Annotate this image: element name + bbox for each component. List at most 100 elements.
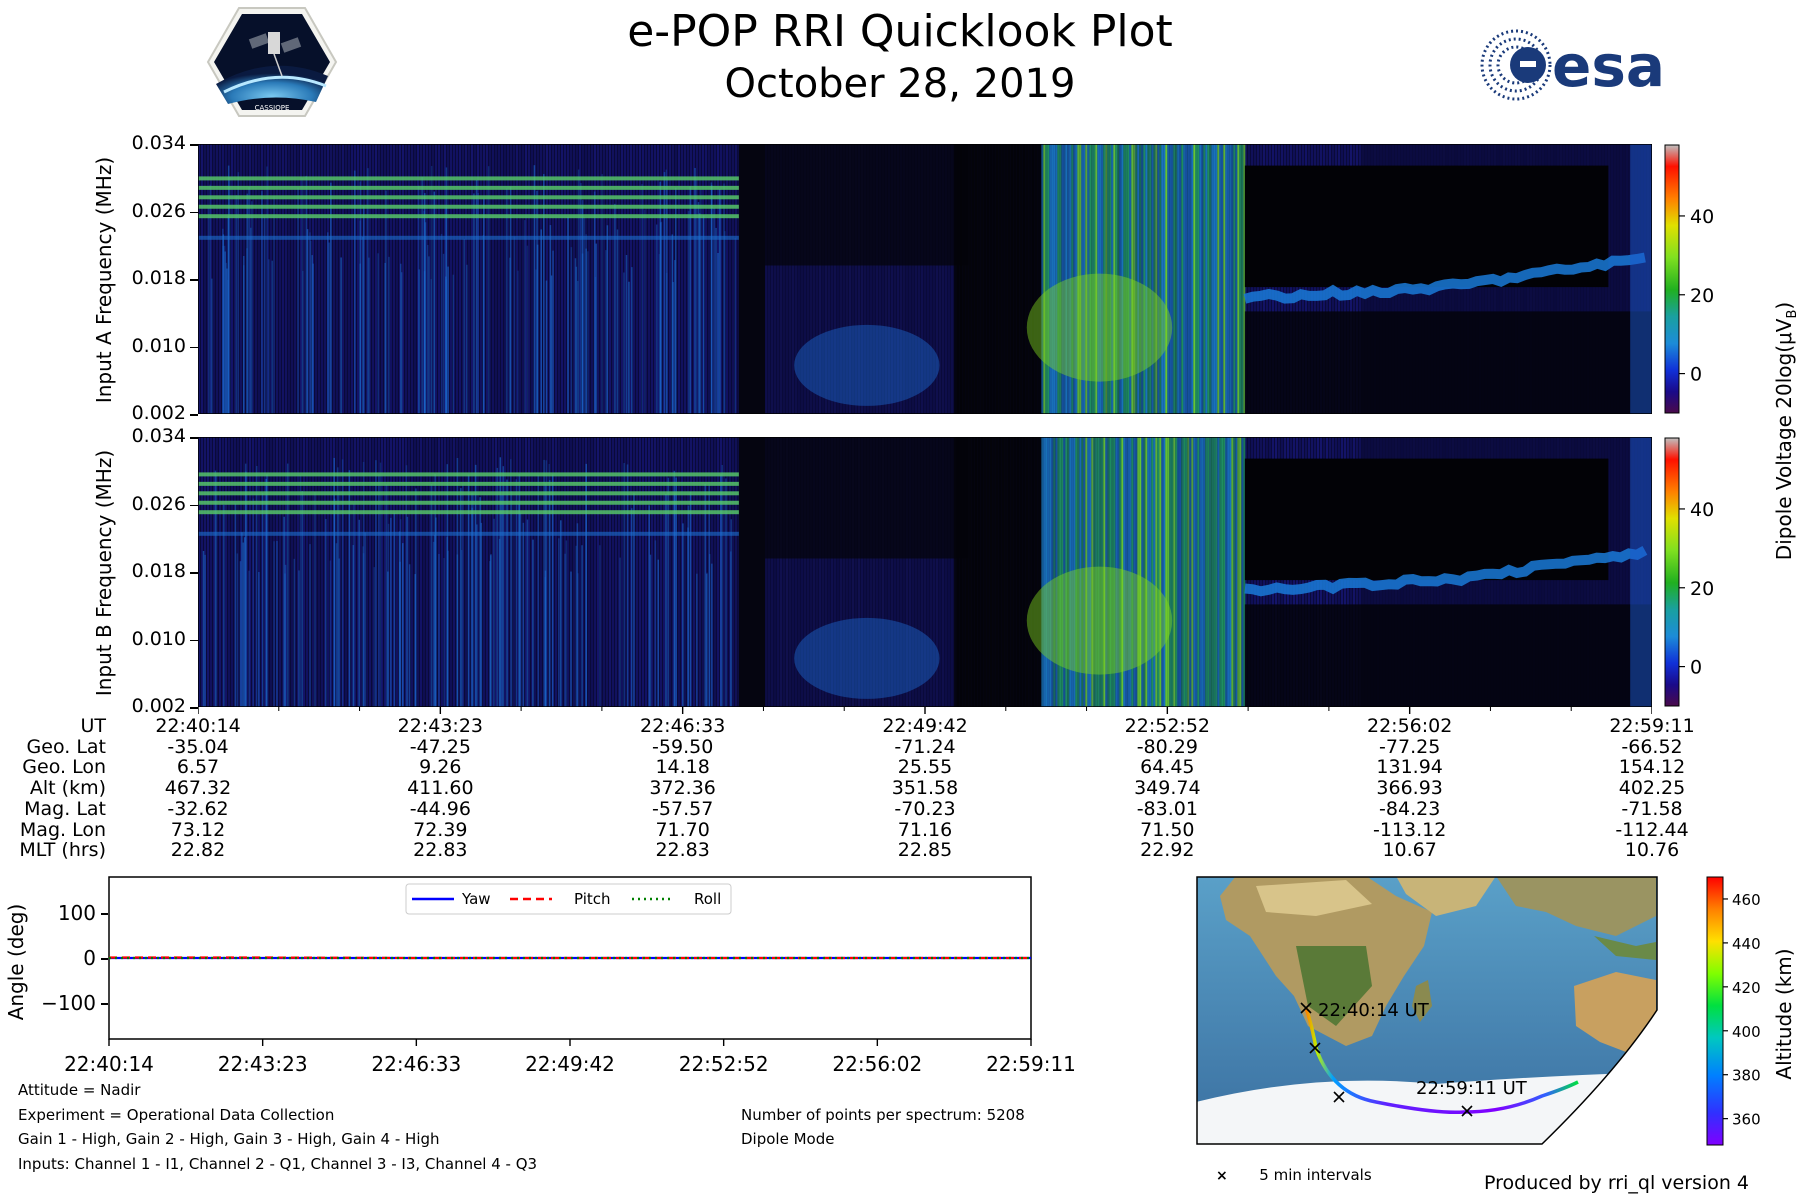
- attitude-ytick-label: 100: [57, 901, 96, 925]
- ephemeris-cell: 402.25: [1618, 777, 1686, 800]
- orbit-end-label: 22:59:11 UT: [1416, 1078, 1528, 1099]
- altitude-tick-label: 380: [1732, 1067, 1761, 1085]
- ephemeris-cell: 10.67: [1382, 839, 1437, 862]
- ephemeris-cell: 71.16: [897, 818, 953, 841]
- colorbar-tick-label: 40: [1690, 206, 1714, 228]
- colorbar-label: Dipole Voltage 20log(μVB): [1772, 301, 1800, 561]
- altitude-tick-label: 360: [1732, 1111, 1761, 1129]
- cassiope-logo: CASSIOPE: [206, 7, 338, 117]
- ephemeris-cell: 22.85: [897, 839, 953, 862]
- ephemeris-cell: -71.58: [1621, 797, 1683, 820]
- ephemeris-cell: -84.23: [1379, 797, 1441, 820]
- ephemeris-cell: 22:49:42: [882, 715, 968, 737]
- map-land-australia: [1574, 972, 1656, 1052]
- spectrogram-b: [198, 437, 1652, 707]
- attitude-xtick-label: 22:56:02: [832, 1052, 923, 1076]
- legend-roll-label: Roll: [694, 890, 721, 908]
- ephemeris-cell: 71.50: [1140, 818, 1195, 841]
- ephemeris-cell: 22:40:14: [155, 715, 241, 737]
- ephemeris-cell: 351.58: [891, 777, 959, 800]
- ephemeris-cell: -59.50: [652, 735, 714, 758]
- ytick-label: 0.002: [131, 402, 186, 424]
- ephemeris-row-label: Alt (km): [29, 777, 106, 800]
- ephemeris-cell: -83.01: [1136, 797, 1198, 820]
- attitude-legend: Yaw Pitch Roll: [405, 883, 732, 915]
- ephemeris-cell: -113.12: [1372, 818, 1447, 841]
- ytick-label: 0.026: [131, 199, 186, 222]
- ephemeris-cell: 372.36: [649, 777, 716, 800]
- legend-yaw-label: Yaw: [461, 890, 491, 908]
- ephemeris-cell: 73.12: [170, 818, 226, 841]
- ytick-label: 0.026: [131, 492, 186, 515]
- x-marker-icon: ×: [1216, 1168, 1228, 1184]
- marker-legend-label: 5 min intervals: [1259, 1166, 1372, 1184]
- marker-legend: × 5 min intervals: [1216, 1166, 1372, 1184]
- attitude-plot: Yaw Pitch Roll: [108, 876, 1032, 1046]
- colorbar-tick-label: 0: [1690, 657, 1702, 679]
- ytick-label: 0.010: [131, 334, 186, 357]
- ephemeris-cell: -70.23: [894, 797, 956, 820]
- ephemeris-cell: 22:43:23: [397, 715, 483, 737]
- attitude-xtick-label: 22:49:42: [525, 1052, 615, 1076]
- altitude-tick-label: 400: [1732, 1023, 1761, 1041]
- ephemeris-cell: -71.24: [894, 735, 956, 758]
- ytick-mark: [190, 504, 198, 506]
- ytick-mark: [190, 639, 198, 641]
- spectrogram-xticks: [198, 707, 1652, 714]
- ephemeris-cell: -47.25: [409, 735, 471, 758]
- ephemeris-cell: 349.74: [1134, 777, 1201, 800]
- ephemeris-cell: 71.70: [655, 818, 710, 841]
- orbit-map: 22:40:14 UT 22:59:11 UT: [1196, 876, 1658, 1145]
- ephemeris-cell: -66.52: [1621, 735, 1683, 758]
- ephemeris-cell: 72.39: [413, 818, 468, 841]
- ephemeris-cell: 6.57: [176, 756, 220, 779]
- ephemeris-cell: 22:59:11: [1609, 715, 1695, 737]
- ephemeris-cell: 22.83: [655, 839, 710, 862]
- esa-logo-text: esa: [1552, 32, 1665, 100]
- attitude-xtick-label: 22:52:52: [678, 1052, 769, 1076]
- colorbar-tick-label: 40: [1690, 499, 1714, 521]
- altitude-tick-label: 420: [1732, 979, 1761, 997]
- attitude-xtick-label: 22:43:23: [217, 1052, 308, 1076]
- ephemeris-cell: 366.93: [1376, 777, 1443, 800]
- orbit-5min-markers: [1300, 1002, 1473, 1117]
- colorbar-b: 40 20 0: [1664, 437, 1714, 707]
- orbit-start-label: 22:40:14 UT: [1318, 1000, 1430, 1021]
- ephemeris-cell: 467.32: [164, 777, 232, 800]
- info-gains: Gain 1 - High, Gain 2 - High, Gain 3 - H…: [18, 1130, 440, 1148]
- ytick-label: 0.002: [131, 695, 186, 717]
- info-inputs: Inputs: Channel 1 - I1, Channel 2 - Q1, …: [18, 1155, 538, 1173]
- ephemeris-row-label: Geo. Lat: [26, 735, 106, 758]
- ephemeris-cell: 10.76: [1624, 839, 1680, 862]
- ephemeris-row-label: Mag. Lat: [24, 797, 106, 820]
- ephemeris-row-label: Geo. Lon: [22, 756, 106, 779]
- ephemeris-row-label: Mag. Lon: [19, 818, 106, 841]
- ephemeris-cell: 411.60: [407, 777, 474, 800]
- ytick-label: 0.034: [131, 132, 186, 154]
- ytick-label: 0.034: [131, 425, 186, 447]
- cassiope-logo-text: CASSIOPE: [255, 104, 290, 112]
- ytick-mark: [190, 414, 198, 416]
- ephemeris-cell: -77.25: [1379, 735, 1441, 758]
- ephemeris-cell: 22:46:33: [639, 715, 726, 737]
- altitude-colorbar: 460 440 420 400 380 360: [1706, 876, 1761, 1146]
- ytick-mark: [190, 707, 198, 709]
- ephemeris-cell: 154.12: [1618, 756, 1686, 779]
- spectrogram-a-ylabel: Input A Frequency (MHz): [92, 156, 116, 404]
- altitude-colorbar-label: Altitude (km): [1772, 948, 1796, 1080]
- ytick-mark: [190, 346, 198, 348]
- attitude-ylabel: Angle (deg): [4, 903, 28, 1021]
- ephemeris-cell: -112.44: [1615, 818, 1689, 841]
- info-attitude: Attitude = Nadir: [18, 1081, 141, 1099]
- altitude-tick-label: 440: [1732, 935, 1761, 953]
- ytick-mark: [190, 144, 198, 146]
- ytick-mark: [190, 211, 198, 213]
- colorbar-tick-label: 0: [1690, 364, 1702, 386]
- attitude-ytick-label: 0: [83, 946, 96, 970]
- ephemeris-cell: -44.96: [409, 797, 471, 820]
- altitude-tick-label: 460: [1732, 891, 1761, 909]
- ephemeris-row-label: MLT (hrs): [19, 839, 106, 862]
- attitude-ytick-mark: [101, 1003, 108, 1005]
- attitude-xtick-label: 22:40:14: [64, 1052, 154, 1076]
- attitude-ytick-mark: [101, 958, 108, 960]
